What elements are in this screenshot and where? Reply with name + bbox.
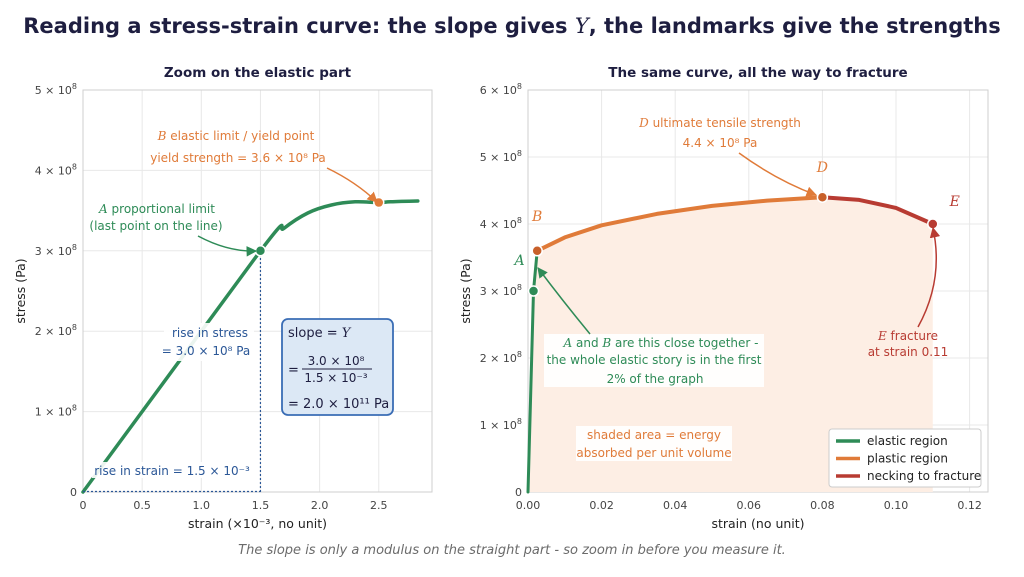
right-ytick-label: 0 <box>515 486 522 499</box>
right-AB-arrow <box>537 267 591 335</box>
right-D-arrow <box>738 152 817 197</box>
left-ylabel: stress (Pa) <box>13 258 28 323</box>
left-xtick-label: 0 <box>80 499 87 512</box>
page-title: Reading a stress-strain curve: the slope… <box>23 14 1001 38</box>
right-point-label-D: D <box>816 160 828 176</box>
right-series-2 <box>535 195 825 253</box>
left-point-A <box>254 245 267 257</box>
right-ytick-label: 2 × 108 <box>480 350 522 365</box>
right-xtick-label: 0.02 <box>589 499 614 512</box>
left-rise-strain-bg <box>92 462 252 478</box>
left-A-annotation-line2: (last point on the line) <box>89 219 222 233</box>
left-rise-stress-line1: rise in stress <box>172 326 248 340</box>
right-xtick-label: 0.00 <box>516 499 541 512</box>
right-xtick-label: 0.10 <box>884 499 909 512</box>
left-ytick-label: 5 × 108 <box>35 82 77 97</box>
right-shade-annotation-line1: shaded area = energy <box>587 428 721 442</box>
right-legend-entry: necking to fracture <box>867 469 981 483</box>
right-ytick-label: 4 × 108 <box>480 216 522 231</box>
right-E-annotation-line2: at strain 0.11 <box>868 345 949 359</box>
right-ytick-label: 3 × 108 <box>480 283 522 298</box>
right-AB-annotation-line3: 2% of the graph <box>607 372 704 386</box>
right-ytick-label: 6 × 108 <box>480 82 522 97</box>
left-ytick-label: 0 <box>70 486 77 499</box>
right-shade-annotation-line2: absorbed per unit volume <box>576 446 731 460</box>
right-legend: elastic region plastic region necking to f… <box>828 428 982 488</box>
left-slope-label: slope = Y <box>288 326 352 341</box>
left-ytick-label: 3 × 108 <box>35 243 77 258</box>
left-slope-equals: = <box>288 363 299 378</box>
right-xlabel: strain (no unit) <box>711 516 804 531</box>
left-xtick-label: 1.0 <box>193 499 211 512</box>
left-xtick-label: 0.5 <box>133 499 151 512</box>
right-legend-frame <box>828 428 982 488</box>
right-legend-entry: elastic region <box>867 434 948 448</box>
right-point-E <box>927 218 939 230</box>
figure-caption: The slope is only a modulus on the strai… <box>238 543 786 558</box>
left-xtick-label: 2.0 <box>311 499 329 512</box>
right-AB-annotation-line2: the whole elastic story is in the first <box>547 353 762 367</box>
right-legend-entry: plastic region <box>867 452 948 466</box>
left-subtitle: Zoom on the elastic part <box>164 65 352 81</box>
left-ytick-label: 4 × 108 <box>35 162 77 177</box>
right-ylabel: stress (Pa) <box>458 258 473 323</box>
left-xlabel: strain (×10⁻³, no unit) <box>188 516 327 531</box>
left-slope-numerator: 3.0 × 10⁸ <box>308 354 365 368</box>
right-D-annotation-line2: 4.4 × 10⁸ Pa <box>683 136 758 150</box>
right-point-label-A: A <box>512 253 524 269</box>
right-AB-annotation-line1: A and B are this close together - <box>563 336 759 350</box>
right-xtick-label: 0.12 <box>957 499 982 512</box>
left-B-arrow <box>326 167 378 203</box>
right-D-annotation-line1: D ultimate tensile strength <box>638 116 801 130</box>
right-chart: 0.00 0.02 0.04 0.06 0.08 0.10 0.12 0 1 × 108 2 × … <box>458 65 989 531</box>
left-slope-result: = 2.0 × 10¹¹ Pa <box>288 397 389 412</box>
left-plot-frame <box>82 89 433 493</box>
right-series-3 <box>820 195 935 226</box>
left-slope-box <box>281 318 394 416</box>
left-xtick-label: 1.5 <box>252 499 270 512</box>
right-shade-annotation-bg <box>576 426 732 461</box>
right-point-label-E: E <box>949 194 960 210</box>
left-rise-stress-bg <box>164 323 254 361</box>
right-xtick-label: 0.04 <box>663 499 688 512</box>
left-ytick-label: 1 × 108 <box>35 404 77 419</box>
left-chart: 0 0.5 1.0 1.5 2.0 2.5 0 1 × 108 2 × 108 3 × 108 4 … <box>13 65 433 531</box>
left-B-annotation-line2: yield strength = 3.6 × 10⁸ Pa <box>150 151 326 165</box>
left-ytick-label: 2 × 108 <box>35 323 77 338</box>
left-A-arrow <box>197 235 258 257</box>
right-point-A <box>527 285 540 297</box>
left-rise-stress-line2: = 3.0 × 10⁸ Pa <box>162 344 251 358</box>
right-point-label-B: B <box>531 209 542 225</box>
left-rise-strain-label: rise in strain = 1.5 × 10⁻³ <box>94 464 250 478</box>
left-series-line <box>81 199 420 494</box>
right-xtick-label: 0.06 <box>737 499 762 512</box>
right-subtitle: The same curve, all the way to fracture <box>608 65 907 81</box>
right-ytick-label: 1 × 108 <box>480 417 522 432</box>
right-ytick-label: 5 × 108 <box>480 149 522 164</box>
left-point-B <box>373 196 385 209</box>
left-slope-denominator: 1.5 × 10⁻³ <box>304 371 367 385</box>
left-A-annotation-line1: A proportional limit <box>98 202 215 216</box>
right-AB-annotation-bg <box>544 334 764 387</box>
right-E-arrow <box>917 226 941 328</box>
right-E-annotation-line1: E fracture <box>877 329 938 343</box>
right-point-D <box>816 191 829 203</box>
right-point-B <box>531 245 543 257</box>
left-xtick-label: 2.5 <box>370 499 388 512</box>
right-xtick-label: 0.08 <box>810 499 835 512</box>
left-B-annotation-line1: B elastic limit / yield point <box>157 129 315 143</box>
